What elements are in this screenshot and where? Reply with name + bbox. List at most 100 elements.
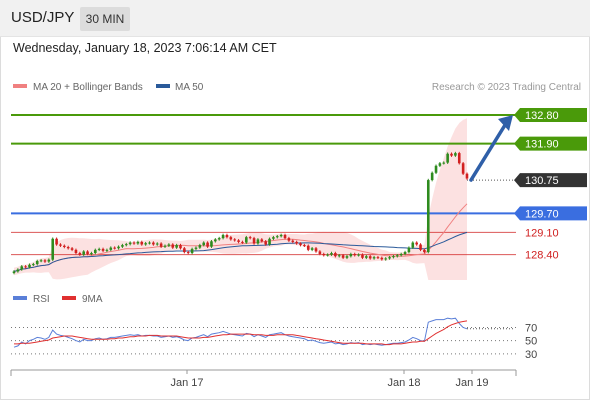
candle-bullish — [310, 248, 314, 250]
candle-bullish — [442, 162, 446, 164]
candle-bearish — [113, 247, 116, 249]
candle-bullish — [47, 259, 51, 262]
candle-bullish — [256, 239, 260, 244]
candle-bullish — [357, 254, 360, 256]
timestamp: Wednesday, January 18, 2023 7:06:14 AM C… — [13, 41, 277, 55]
candle-bullish — [28, 264, 31, 268]
candle-bearish — [291, 240, 295, 242]
candle-bullish — [82, 251, 85, 255]
candle-bearish — [457, 153, 461, 164]
candle-bearish — [260, 239, 264, 242]
candle-bearish — [74, 249, 78, 254]
level-tag-131-90 — [514, 136, 587, 151]
candle-bearish — [299, 243, 302, 246]
ma20-legend-swatch — [13, 84, 27, 88]
level-label-129-10: 129.10 — [525, 227, 559, 239]
instrument-title: USD/JPY — [11, 9, 75, 26]
candle-bearish — [283, 234, 287, 239]
level-label-130-75: 130.75 — [525, 175, 559, 187]
candle-bullish — [39, 260, 43, 262]
rsi-level-label-70: 70 — [525, 322, 537, 334]
candle-bearish — [415, 242, 418, 245]
candle-bearish — [229, 237, 233, 240]
candle-bearish — [465, 173, 469, 179]
candle-bearish — [66, 247, 70, 249]
candle-bullish — [349, 253, 353, 257]
rsi-level-label-50: 50 — [525, 336, 537, 348]
bollinger-band-layer — [14, 118, 467, 280]
candle-bearish — [341, 255, 345, 258]
candle-bearish — [183, 248, 186, 253]
candle-bearish — [179, 245, 182, 249]
candle-bullish — [396, 255, 399, 257]
projection-arrow-head — [498, 115, 513, 132]
candle-bullish — [372, 257, 376, 259]
candle-bullish — [365, 256, 368, 258]
candle-bearish — [63, 245, 66, 248]
candle-bullish — [268, 238, 271, 245]
candle-bullish — [430, 172, 434, 181]
candle-bullish — [245, 237, 248, 243]
candle-bearish — [361, 254, 364, 258]
candle-bullish — [275, 236, 279, 238]
projection-arrow-layer — [469, 115, 513, 182]
candle-bearish — [132, 242, 136, 244]
candle-bearish — [24, 266, 27, 268]
candle-bullish — [411, 242, 415, 248]
candle-bullish — [97, 248, 101, 250]
candle-bearish — [140, 241, 144, 245]
rsi-legend-label: RSI — [33, 294, 50, 305]
candle-bullish — [407, 247, 411, 253]
ma50-legend-label: MA 50 — [175, 82, 204, 93]
candle-bearish — [241, 241, 244, 243]
ma20-legend-label: MA 20 + Bollinger Bands — [33, 82, 143, 93]
candle-bearish — [70, 248, 74, 250]
candle-bullish — [109, 247, 113, 250]
candle-bearish — [295, 241, 298, 244]
candle-bearish — [303, 245, 306, 247]
candle-bearish — [43, 260, 47, 262]
candle-bullish — [136, 241, 140, 244]
candle-bullish — [326, 254, 329, 256]
candle-bullish — [399, 253, 403, 256]
candle-bearish — [368, 256, 372, 259]
candle-bearish — [376, 257, 380, 259]
candle-bullish — [163, 245, 167, 247]
level-labels-layer: 132.80 131.90 130.75 129.70 129.10 128.40 — [514, 108, 587, 262]
candle-bullish — [388, 257, 391, 259]
candle-bearish — [248, 237, 252, 239]
candle-bearish — [318, 251, 322, 254]
candle-bullish — [51, 238, 55, 260]
ma50-legend-swatch — [156, 84, 170, 88]
candle-bearish — [171, 244, 175, 248]
candle-bearish — [314, 248, 318, 252]
candle-bearish — [287, 238, 291, 241]
candle-bearish — [233, 239, 236, 241]
candle-bearish — [264, 241, 267, 245]
candle-bearish — [461, 163, 465, 174]
rsi-level-label-30: 30 — [525, 349, 537, 361]
candle-bullish — [202, 242, 206, 246]
rsi-ma-legend-label: 9MA — [82, 294, 103, 305]
key-levels-layer — [11, 114, 516, 256]
candle-bullish — [446, 153, 449, 163]
candle-bullish — [117, 246, 120, 249]
candle-bullish — [272, 237, 275, 239]
candle-bearish — [419, 244, 422, 250]
level-label-131-90: 131.90 — [525, 139, 559, 151]
x-label-jan-19: Jan 19 — [455, 377, 488, 389]
candle-bearish — [186, 252, 190, 254]
candle-bullish — [403, 252, 407, 254]
timeframe-button[interactable]: 30 MIN — [80, 7, 130, 31]
candle-bullish — [217, 238, 221, 240]
x-label-jan-17: Jan 17 — [170, 377, 203, 389]
candle-bullish — [198, 245, 202, 248]
candle-bullish — [167, 244, 171, 246]
candle-bearish — [450, 153, 453, 156]
candle-bullish — [210, 241, 213, 247]
candle-bearish — [159, 243, 163, 247]
candle-bullish — [20, 266, 24, 270]
header-bar: USD/JPY 30 MIN — [0, 0, 590, 37]
candle-bullish — [279, 234, 283, 237]
